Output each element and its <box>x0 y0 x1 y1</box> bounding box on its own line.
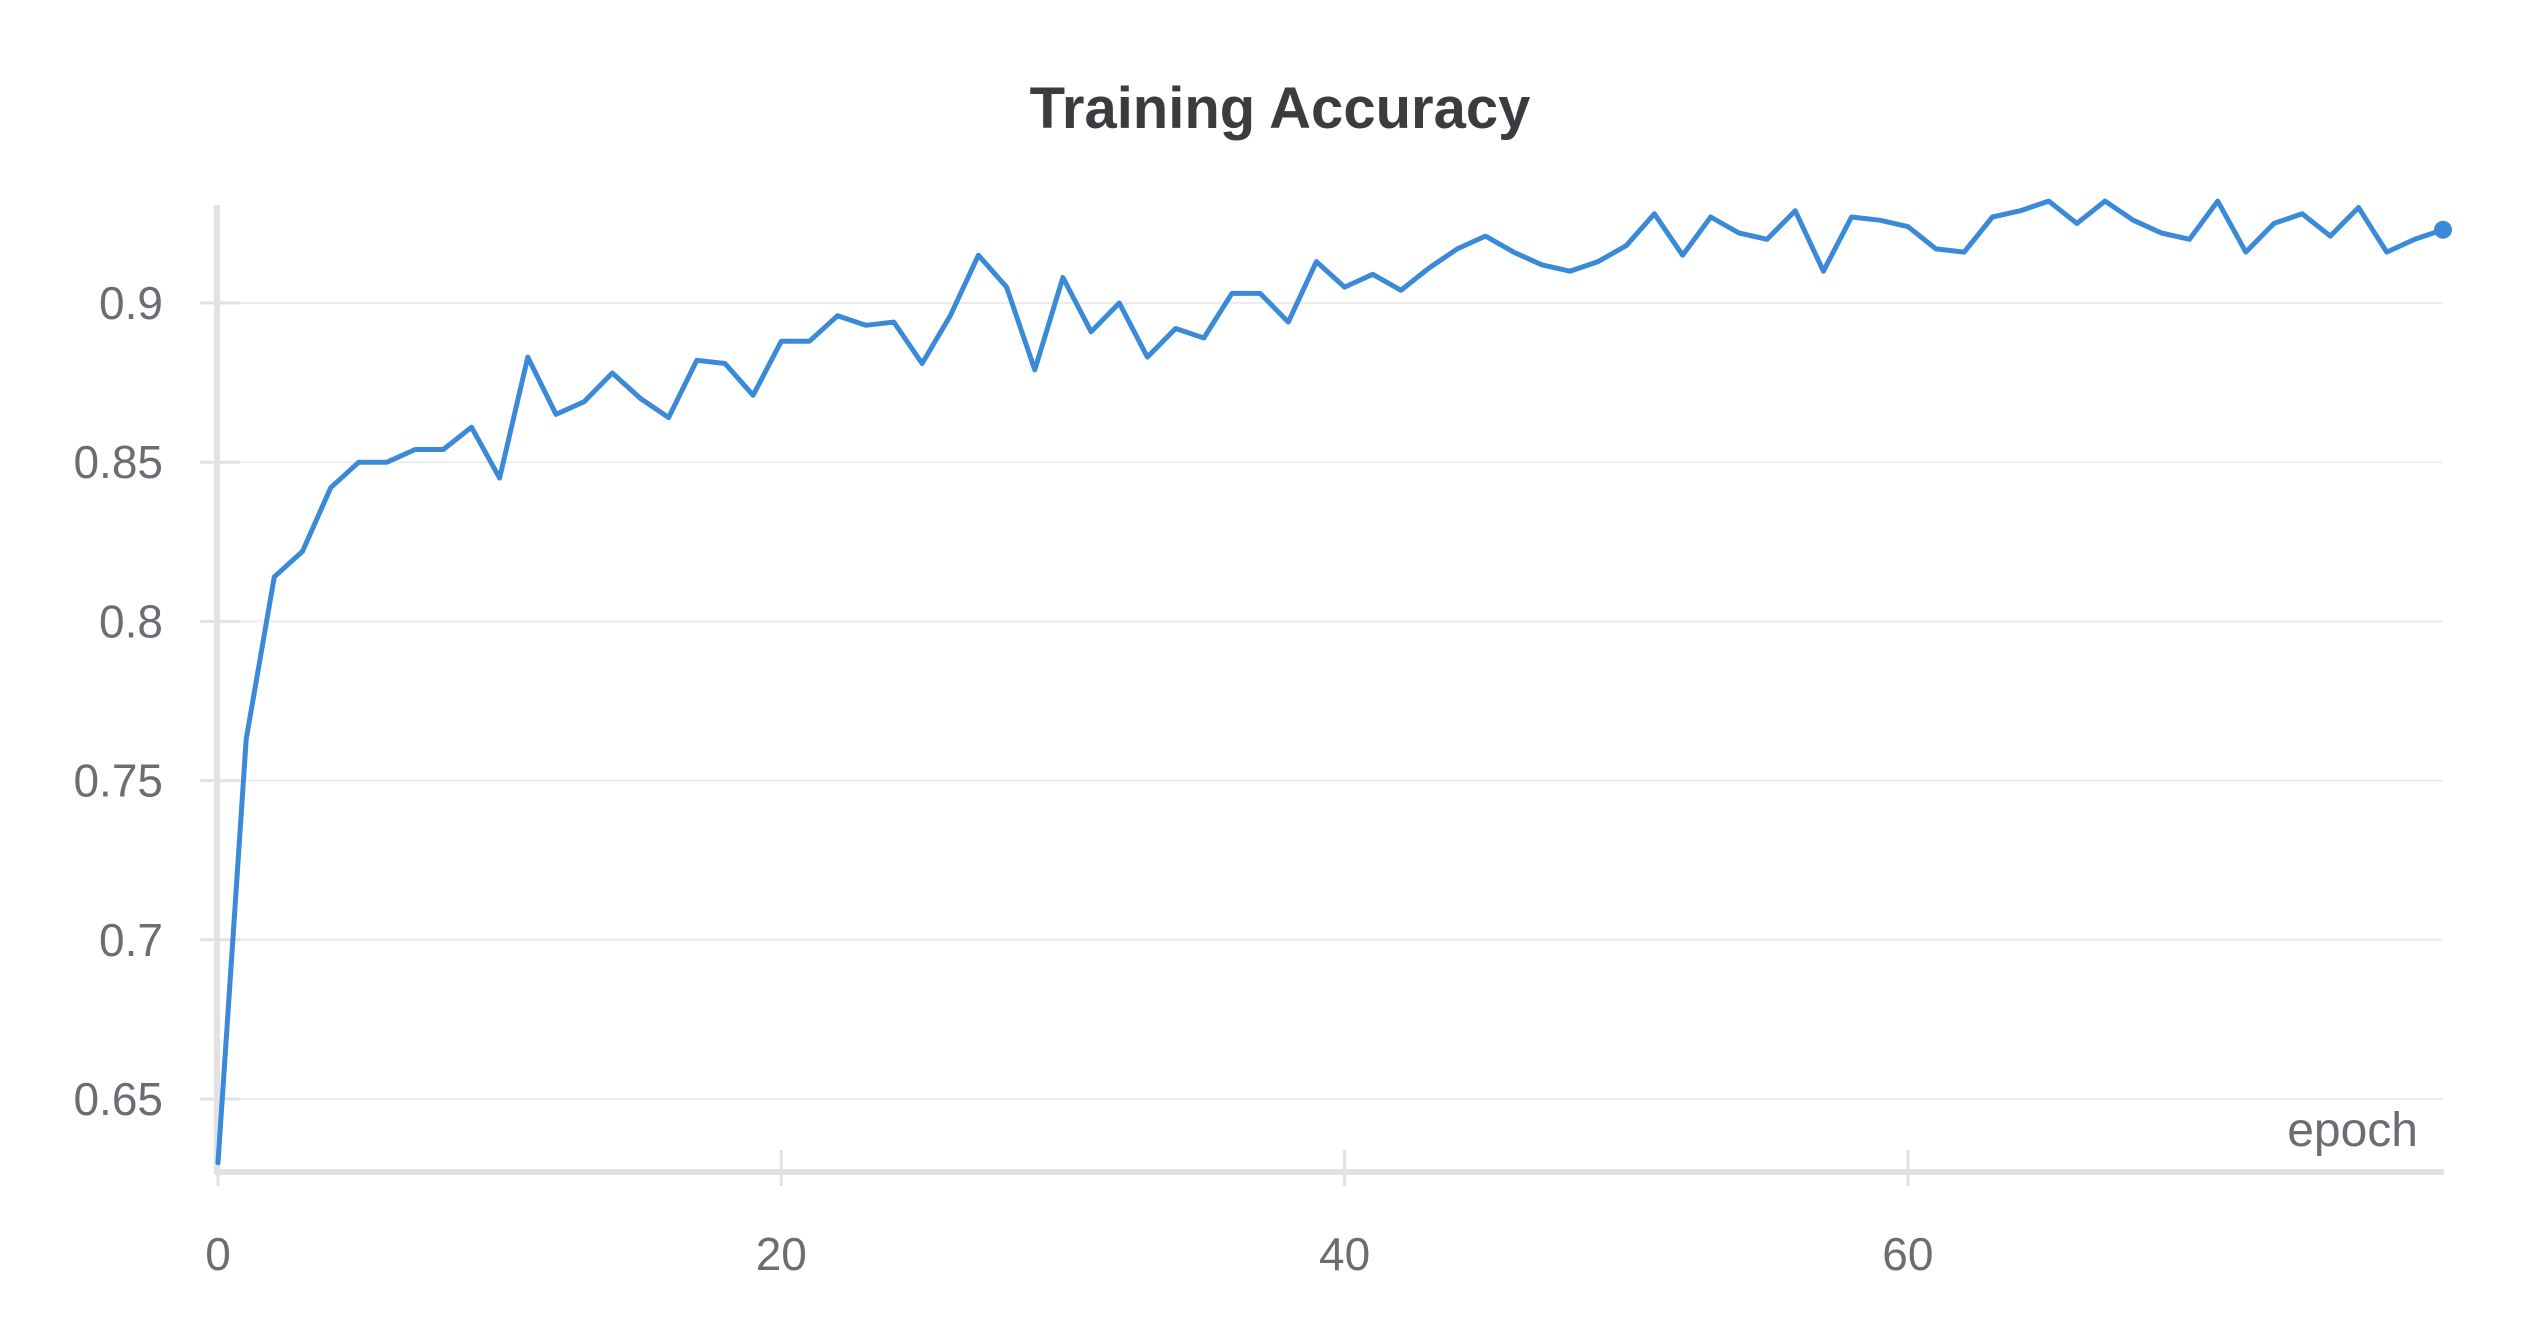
y-tick-label-0: 0.65 <box>73 1073 163 1125</box>
y-tick-layer: 0.65 0.7 0.75 0.8 0.85 0.9 <box>73 277 240 1125</box>
chart-title: Training Accuracy <box>1030 76 1531 141</box>
y-tick-label-4: 0.85 <box>73 436 163 488</box>
x-axis-title: epoch <box>2287 1104 2418 1157</box>
series-line-0 <box>215 198 2446 1166</box>
x-tick-label-0: 0 <box>205 1228 231 1280</box>
x-tick-label-2: 40 <box>1319 1228 1370 1280</box>
x-tick-layer: 0 20 40 60 <box>205 1150 1933 1280</box>
y-tick-label-3: 0.8 <box>99 595 163 647</box>
x-tick-label-3: 60 <box>1882 1228 1933 1280</box>
y-tick-label-1: 0.7 <box>99 914 163 966</box>
series-end-point-0 <box>2434 220 2452 239</box>
grid-layer <box>218 302 2443 1100</box>
series-layer <box>215 198 2452 1166</box>
y-tick-label-2: 0.75 <box>73 755 163 807</box>
x-tick-label-1: 20 <box>756 1228 807 1280</box>
y-tick-label-5: 0.9 <box>99 277 163 329</box>
